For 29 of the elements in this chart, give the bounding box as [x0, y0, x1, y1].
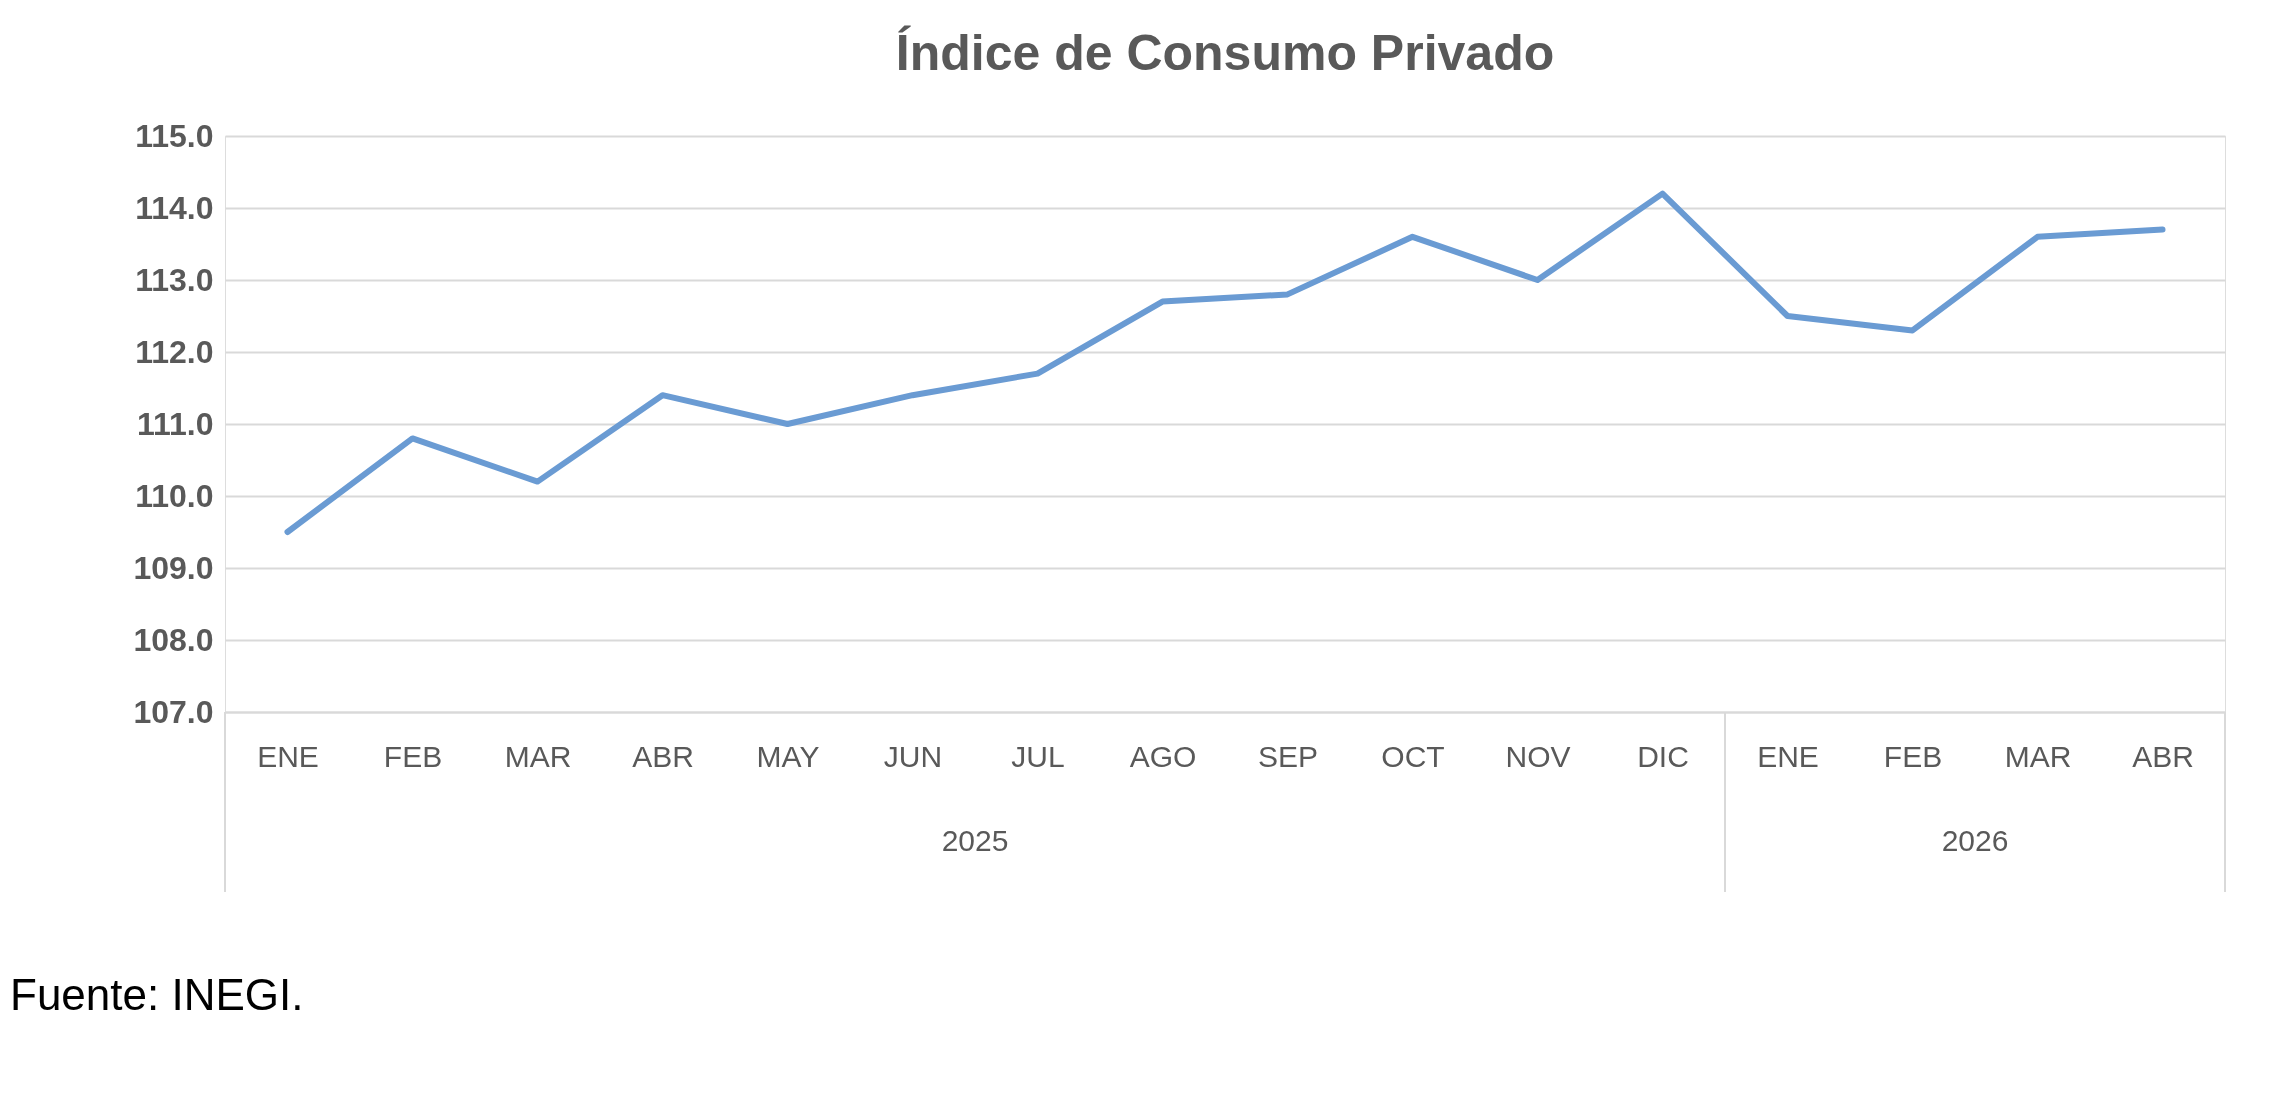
- x-tick-label: DIC: [1637, 739, 1689, 773]
- chart-title: Índice de Consumo Privado: [895, 25, 1555, 81]
- x-tick-label: MAR: [504, 739, 572, 773]
- x-tick-label: MAR: [2004, 739, 2072, 773]
- y-tick-label: 111.0: [136, 405, 214, 442]
- x-tick-label: ENE: [257, 739, 319, 773]
- x-tick-label: JUL: [1011, 739, 1065, 773]
- x-tick-label: JUN: [883, 739, 943, 773]
- y-tick-label: 107.0: [133, 693, 214, 730]
- y-tick-label: 110.0: [135, 477, 214, 514]
- y-tick-label: 108.0: [133, 621, 214, 658]
- x-tick-label: ENE: [1757, 739, 1819, 773]
- x-tick-label: FEB: [383, 739, 443, 773]
- y-tick-label: 114.0: [135, 189, 214, 226]
- y-tick-label: 113.0: [135, 261, 214, 298]
- x-tick-label: ABR: [2132, 739, 2194, 773]
- x-tick-label: SEP: [1257, 739, 1319, 773]
- y-tick-label: 115.0: [135, 117, 214, 154]
- x-tick-label: AGO: [1129, 739, 1197, 773]
- x-tick-label: ABR: [632, 739, 694, 773]
- x-tick-label: FEB: [1883, 739, 1943, 773]
- text: 2026: [1941, 824, 2009, 857]
- y-tick-label: 109.0: [133, 549, 214, 586]
- y-tick-label: 112.0: [135, 333, 214, 370]
- x-tick-label: OCT: [1381, 739, 1445, 773]
- x-tick-label: NOV: [1505, 739, 1571, 773]
- x-tick-label: MAY: [756, 739, 820, 773]
- source-note: Fuente: INEGI.: [10, 970, 304, 1019]
- text: 2025: [941, 824, 1009, 857]
